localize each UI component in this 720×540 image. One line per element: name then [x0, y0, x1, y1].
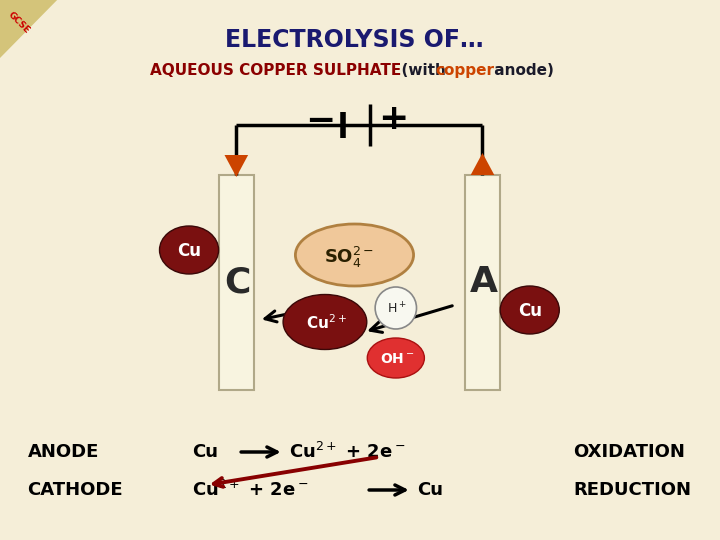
Text: OH$^-$: OH$^-$: [379, 352, 414, 366]
Ellipse shape: [295, 224, 413, 286]
Text: Cu: Cu: [192, 443, 218, 461]
Text: Cu: Cu: [418, 481, 444, 499]
Text: AQUEOUS COPPER SULPHATE: AQUEOUS COPPER SULPHATE: [150, 63, 401, 78]
Text: REDUCTION: REDUCTION: [573, 481, 691, 499]
Text: GCSE: GCSE: [6, 10, 31, 35]
Text: Cu$^{2+}$ + 2e$^-$: Cu$^{2+}$ + 2e$^-$: [289, 442, 406, 462]
Text: ELECTROLYSIS OF…: ELECTROLYSIS OF…: [225, 28, 484, 52]
Text: H$^+$: H$^+$: [387, 301, 407, 316]
Text: copper: copper: [435, 63, 494, 78]
Text: SO$_4^{2-}$: SO$_4^{2-}$: [325, 245, 374, 269]
Text: Cu$^{2+}$: Cu$^{2+}$: [307, 314, 347, 332]
Text: OXIDATION: OXIDATION: [573, 443, 685, 461]
Text: ANODE: ANODE: [27, 443, 99, 461]
Ellipse shape: [367, 338, 424, 378]
Text: +: +: [378, 102, 408, 136]
Text: CATHODE: CATHODE: [27, 481, 123, 499]
Bar: [219, 175, 254, 390]
Ellipse shape: [160, 226, 219, 274]
Ellipse shape: [500, 286, 559, 334]
Text: C: C: [224, 266, 251, 300]
Text: (with: (with: [391, 63, 451, 78]
Bar: [464, 175, 500, 390]
Text: −: −: [305, 104, 335, 138]
Ellipse shape: [283, 294, 366, 349]
Polygon shape: [225, 155, 248, 177]
Polygon shape: [0, 0, 57, 58]
Text: Cu: Cu: [177, 242, 201, 260]
Text: anode): anode): [490, 63, 554, 78]
Text: Cu: Cu: [518, 302, 541, 320]
Text: Cu$^{2+}$ + 2e$^-$: Cu$^{2+}$ + 2e$^-$: [192, 480, 308, 500]
Text: A: A: [469, 266, 498, 300]
Circle shape: [375, 287, 416, 329]
Polygon shape: [471, 153, 495, 175]
